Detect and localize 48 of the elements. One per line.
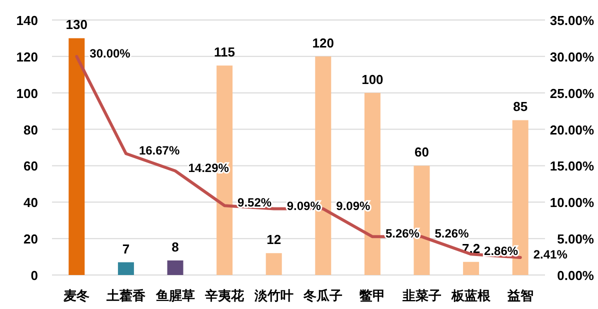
data-label: 9.52% — [238, 196, 272, 210]
y2-tick-label: 30.00% — [550, 49, 594, 64]
data-label: 2.86% — [484, 244, 518, 258]
y-tick-label: 140 — [16, 13, 38, 28]
y2-tick-label: 5.00% — [557, 232, 594, 247]
bar — [118, 262, 134, 275]
data-label: 85 — [513, 99, 528, 114]
data-label: 14.29% — [188, 160, 230, 175]
y2-tick-label: 15.00% — [550, 158, 594, 174]
bar — [463, 262, 480, 275]
x-tick-label: 淡竹叶 — [253, 288, 294, 303]
y2-tick-label: 10.00% — [550, 195, 594, 210]
data-label: 8 — [172, 239, 179, 254]
x-tick-label: 韭菜子 — [401, 288, 442, 303]
x-tick-label: 辛夷花 — [204, 288, 246, 303]
y-tick-label: 0 — [30, 268, 38, 283]
bar — [266, 253, 282, 275]
y-tick-label: 120 — [16, 49, 38, 64]
x-tick-label: 益智 — [506, 288, 534, 303]
y2-tick-label: 0.00% — [557, 268, 594, 283]
data-label: 2.41% — [533, 247, 568, 262]
data-label: 30.00% — [90, 46, 131, 60]
data-label: 120 — [312, 35, 334, 50]
y2-tick-label: 20.00% — [550, 122, 594, 138]
data-label: 16.67% — [138, 144, 180, 158]
x-tick-label: 鱼腥草 — [154, 288, 195, 303]
data-label: 5.26% — [434, 226, 470, 241]
data-label: 9.09% — [336, 198, 371, 213]
data-label: 130 — [66, 17, 88, 32]
data-label: 12 — [266, 232, 282, 248]
data-label: 100 — [362, 72, 384, 87]
data-label: 7 — [122, 241, 130, 256]
y2-tick-label: 25.00% — [550, 86, 594, 101]
x-tick-label: 土藿香 — [105, 288, 146, 303]
y-tick-label: 20 — [24, 232, 38, 247]
x-tick-label: 鳖甲 — [359, 288, 386, 303]
x-tick-label: 麦冬 — [62, 288, 90, 303]
y2-tick-label: 35.00% — [550, 13, 594, 28]
bar — [68, 38, 85, 275]
x-tick-label: 冬瓜子 — [302, 288, 343, 303]
y-tick-label: 40 — [24, 195, 38, 210]
y-tick-label: 80 — [24, 122, 38, 138]
x-tick-label: 板蓝根 — [450, 288, 492, 303]
data-label: 115 — [214, 44, 236, 60]
y-tick-label: 60 — [24, 158, 38, 174]
data-label: 60 — [414, 144, 429, 160]
bar — [167, 260, 184, 275]
y-tick-label: 100 — [16, 86, 38, 101]
